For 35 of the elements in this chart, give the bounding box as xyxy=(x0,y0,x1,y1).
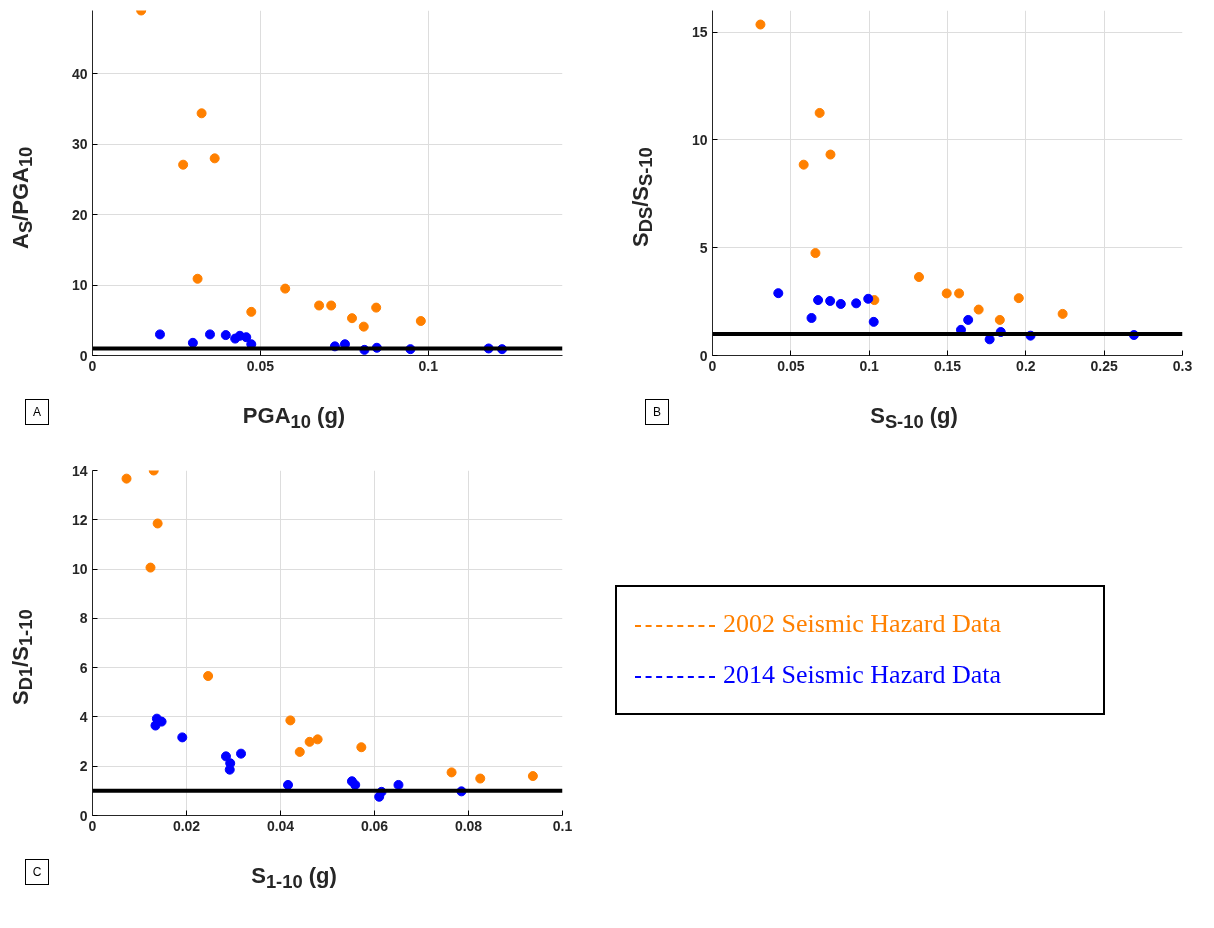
y-tick-label: 6 xyxy=(79,659,88,676)
y-tick-label: 2 xyxy=(79,758,88,775)
x-tick-label: 0.1 xyxy=(859,357,880,374)
y-tick-label: 20 xyxy=(71,206,88,223)
legend-label: 2014 Seismic Hazard Data xyxy=(722,659,1001,692)
y-tick-label: 12 xyxy=(71,511,88,528)
x-tick-label: 0.06 xyxy=(360,817,389,834)
x-tick-label: 0.08 xyxy=(454,817,483,834)
y-tick-label: 10 xyxy=(691,131,708,148)
x-axis-title: S$_{S-10}$ (g) xyxy=(870,402,958,435)
x-tick-label: 0.1 xyxy=(418,357,439,374)
x-tick-label: 0.15 xyxy=(933,357,962,374)
y-tick-label: 4 xyxy=(79,708,88,725)
y-tick-label: 10 xyxy=(71,277,88,294)
y-tick-label: 40 xyxy=(71,65,88,82)
y-tick-label: 8 xyxy=(79,610,88,627)
y-tick-label: 30 xyxy=(71,136,88,153)
x-axis-title: S$_{1-10}$ (g) xyxy=(251,862,337,895)
x-tick-label: 0.3 xyxy=(1172,357,1193,374)
y-tick-label: 10 xyxy=(71,561,88,578)
x-tick-label: 0.1 xyxy=(552,817,573,834)
text: B xyxy=(652,404,661,421)
legend-label: 2002 Seismic Hazard Data xyxy=(722,608,1001,640)
x-tick-label: 0.05 xyxy=(246,357,275,374)
text: C xyxy=(32,864,42,881)
y-tick-label: 15 xyxy=(691,24,708,41)
x-tick-label: 0.25 xyxy=(1090,357,1118,374)
x-tick-label: 0.04 xyxy=(266,817,295,834)
text: A xyxy=(32,404,41,421)
x-tick-label: 0.2 xyxy=(1016,357,1036,374)
x-tick-label: 0.02 xyxy=(172,817,201,834)
x-axis-title: PGA$_{10}$ (g) xyxy=(242,402,346,435)
x-tick-label: 0.05 xyxy=(777,357,805,374)
y-tick-label: 14 xyxy=(71,462,88,479)
y-tick-label: 5 xyxy=(699,239,708,256)
